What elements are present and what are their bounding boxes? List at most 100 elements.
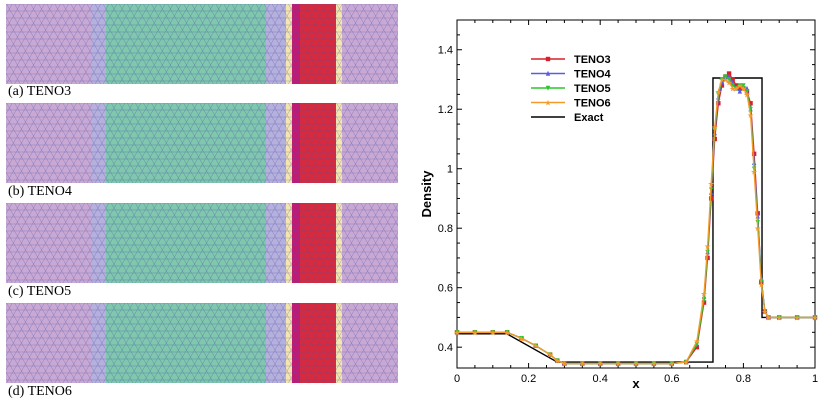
contour-band	[286, 4, 293, 84]
triangle-mesh	[6, 103, 398, 183]
contour-band	[266, 4, 287, 84]
x-tick-label: 0.8	[736, 373, 751, 385]
data-point	[719, 83, 725, 88]
data-point	[545, 56, 551, 62]
contour-band	[300, 4, 337, 84]
data-point: ★	[561, 360, 568, 369]
series-teno5	[454, 74, 818, 367]
legend-item-teno4: TENO4	[531, 69, 612, 81]
series-teno3	[454, 71, 818, 366]
contour-band	[292, 203, 301, 283]
contour-band	[92, 103, 107, 183]
data-point: ★	[754, 224, 761, 233]
data-point: ★	[650, 360, 657, 369]
data-point: ★	[700, 290, 707, 299]
contour-band	[342, 303, 398, 383]
legend-item-teno6: ★ TENO6	[531, 98, 611, 110]
data-point: ★	[693, 337, 700, 346]
data-point: ★	[683, 358, 690, 367]
series-exact	[457, 77, 815, 363]
data-point: ★	[579, 360, 586, 369]
data-point: ★	[554, 357, 561, 366]
contour-band	[266, 103, 287, 183]
contour-band	[6, 4, 93, 84]
data-point	[737, 88, 743, 94]
data-point: ★	[765, 313, 772, 322]
y-tick-label: 0.8	[438, 223, 453, 235]
data-point	[737, 86, 743, 91]
data-point: ★	[733, 84, 740, 93]
data-point: ★	[761, 307, 768, 316]
contour-band	[292, 4, 301, 84]
x-tick-label: 0.2	[521, 373, 536, 385]
contour-panel-teno6	[6, 303, 398, 383]
contour-band	[106, 103, 267, 183]
data-point: ★	[729, 84, 736, 93]
legend-label: Exact	[574, 112, 604, 124]
panel-caption: (b) TENO4	[8, 184, 72, 199]
data-point: ★	[704, 242, 711, 251]
data-point	[748, 101, 753, 106]
contour-band	[106, 4, 267, 84]
series-teno4	[454, 73, 818, 366]
y-axis-label: Density	[419, 170, 434, 218]
contour-band	[106, 203, 267, 283]
triangle-mesh	[6, 4, 398, 84]
contour-band	[300, 203, 337, 283]
data-point: ★	[751, 168, 758, 177]
data-point	[730, 77, 735, 82]
y-tick-label: 1.4	[438, 45, 453, 57]
y-tick-label: 0.4	[438, 342, 453, 354]
legend-item-exact: Exact	[531, 112, 604, 124]
contour-band	[292, 103, 301, 183]
contour-band	[106, 303, 267, 383]
x-tick-label: 0.4	[593, 373, 608, 385]
data-point: ★	[736, 81, 743, 90]
contour-band	[292, 303, 301, 383]
legend-label: TENO3	[574, 54, 611, 66]
data-point: ★	[504, 328, 511, 337]
contour-band	[286, 103, 293, 183]
contour-band	[300, 103, 337, 183]
data-point	[730, 83, 735, 89]
data-point: ★	[546, 351, 553, 360]
x-tick-label: 0.6	[664, 373, 679, 385]
data-point	[726, 77, 732, 83]
series-line	[457, 78, 815, 365]
contour-band	[342, 103, 398, 183]
contour-band	[300, 303, 337, 383]
legend: TENO3 TENO4 TENO5 ★ TENO6 Exact	[531, 54, 612, 124]
contour-panel-teno5	[6, 203, 398, 283]
y-tick-label: 1	[447, 164, 453, 176]
data-point: ★	[597, 360, 604, 369]
contour-field	[6, 103, 398, 183]
data-point: ★	[632, 360, 639, 369]
contour-band	[286, 303, 293, 383]
data-point: ★	[747, 111, 754, 120]
data-point: ★	[725, 78, 732, 87]
contour-band	[92, 303, 107, 383]
data-point: ★	[811, 313, 818, 322]
y-tick-label: 0.6	[438, 283, 453, 295]
data-point: ★	[453, 328, 460, 337]
x-tick-label: 0	[454, 373, 460, 385]
data-point	[545, 70, 551, 76]
data-point	[744, 89, 750, 95]
contour-panel-teno4	[6, 103, 398, 183]
data-point	[726, 71, 732, 76]
contour-band	[266, 203, 287, 283]
legend-label: TENO6	[574, 98, 611, 110]
legend-item-teno3: TENO3	[531, 54, 611, 66]
contour-band	[342, 4, 398, 84]
y-tick-label: 1.2	[438, 104, 453, 116]
contour-band	[342, 203, 398, 283]
contour-field	[6, 203, 398, 283]
series-line	[457, 72, 815, 365]
data-point: ★	[708, 180, 715, 189]
contour-band	[286, 203, 293, 283]
triangle-mesh	[6, 203, 398, 283]
panel-caption: (d) TENO6	[8, 384, 72, 399]
data-point: ★	[718, 75, 725, 84]
contour-band	[6, 203, 93, 283]
